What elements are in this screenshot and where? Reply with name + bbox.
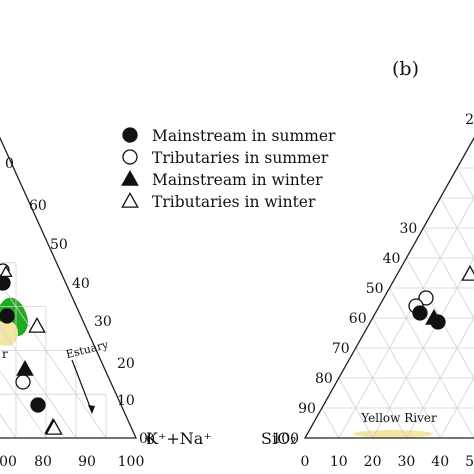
legend-label: Mainstream in winter [152,171,323,189]
data-point-a [16,359,34,376]
grid-line-a [0,370,47,439]
tick-label-a-right: 20 [117,356,135,372]
data-point-a [45,418,63,435]
grid-line-a [0,282,107,439]
tick-label-a-bottom: 90 [78,454,96,470]
tick-label-b-left: 50 [366,281,384,297]
data-point-a [0,275,11,291]
tick-label-b-left: 40 [383,251,401,267]
estuary-label: Estuary [65,338,111,361]
yellow-region-b [353,430,433,438]
tick-label-b-left: 60 [349,311,367,327]
legend-marker-icon [121,169,139,186]
tick-label-a-right: 10 [117,393,135,409]
tick-label-a-bottom: 00 [0,454,17,470]
data-point-b [425,308,443,325]
tick-label-b-left: 30 [399,221,417,237]
ticks-b: 10090807060504030201020304050607080901 [272,112,474,470]
estuary-arrow [71,359,93,413]
grid-line-b [338,377,373,439]
legend-marker-icon [122,149,138,165]
tick-label-b-left: 90 [298,401,316,417]
grid-b [321,167,474,439]
legend-item: Mainstream in summer [122,127,336,145]
data-point-a [30,397,46,413]
tick-label-b-bottom: 50 [465,454,474,470]
data-point-a [28,316,46,333]
grid-line-b [439,197,474,259]
axis-title-sio2: SiO₂ [261,429,297,448]
tick-label-b-left: 2 [465,112,474,128]
estuary-annotation: Estuary [65,338,111,414]
data-point-b [418,290,434,306]
data-point-a [0,308,15,324]
grid-line-b [422,227,474,319]
tick-label-b-bottom: 10 [330,454,348,470]
grid-line-b [338,197,474,439]
tick-label-b-bottom: 40 [431,454,449,470]
estuary-arrowhead [88,405,95,414]
tick-label-b-bottom: 30 [397,454,415,470]
tick-label-a-right: 60 [29,198,47,214]
panel-label-b: (b) [392,58,419,80]
data-point-a [15,374,31,390]
legend-label: Mainstream in summer [152,127,336,145]
legend-label: Tributaries in winter [152,193,316,211]
tick-label-b-bottom: 20 [364,454,382,470]
yellow-region-a [0,320,18,346]
grid-a [0,262,107,439]
data-point-b [461,264,474,281]
tick-label-a-bottom: 100 [118,454,145,470]
legend-marker-icon [121,191,139,208]
markers-a [0,263,63,435]
data-point-a [0,265,13,278]
tick-label-b-left: 70 [332,341,350,357]
tick-label-a-top: 0 [5,156,14,172]
tick-label-a-bottom: 0 [146,432,155,448]
tick-label-b-bottom: 0 [301,454,310,470]
grid-line-a [0,326,77,439]
triangle-frame-a [0,136,138,439]
legend-item: Mainstream in winter [121,169,323,189]
grid-line-b [321,407,340,439]
triangle-frame-b [303,137,474,439]
tick-label-a-right: 0 [139,431,148,447]
markers-b [408,264,474,330]
grid-line-b [406,317,474,439]
tick-label-b-left: 80 [315,371,333,387]
grid-line-b [389,287,474,439]
legend-item: Tributaries in summer [122,149,329,167]
legend: Mainstream in summer Tributaries in summe… [121,127,336,211]
grid-line-b [355,347,407,439]
data-point-b [412,305,428,321]
yellow-river-label: Yellow River [360,411,437,425]
tick-label-a-right: 30 [94,314,112,330]
legend-item: Tributaries in winter [121,191,316,211]
legend-marker-icon [122,127,138,143]
tick-label-a-right: 50 [50,237,68,253]
tick-label-a-bottom: 80 [34,454,52,470]
tick-label-a-right: 40 [72,276,90,292]
legend-label: Tributaries in summer [152,149,329,167]
panel-b: 10090807060504030201020304050607080901 Y… [261,58,474,470]
tick-label-b-left: 100 [272,431,299,447]
axis-title-k-na: K⁺+Na⁺ [146,429,212,448]
panel-a-cropped-label: r [2,347,8,361]
grid-line-b [372,317,441,439]
